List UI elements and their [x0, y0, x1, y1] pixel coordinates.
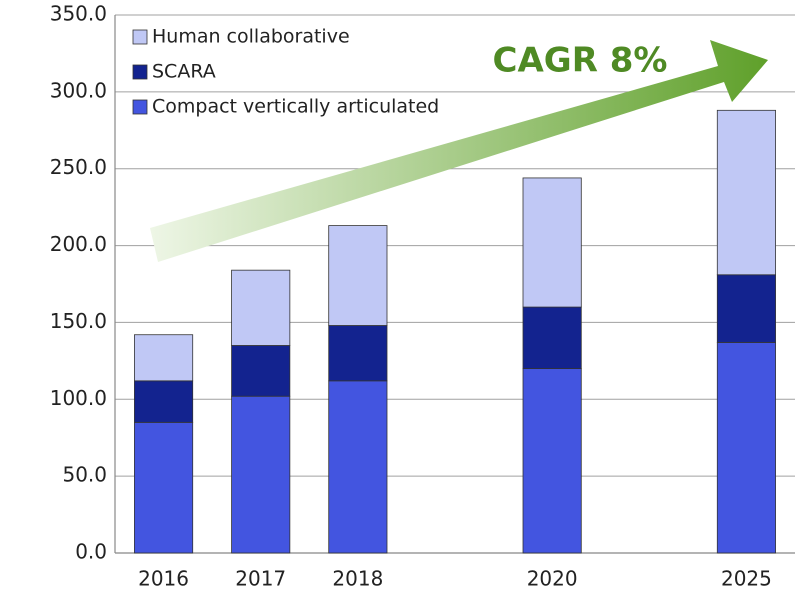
x-tick-label: 2025 — [721, 567, 772, 591]
legend-label: SCARA — [152, 61, 216, 83]
bar-segment — [716, 342, 776, 554]
legend-swatch — [132, 64, 148, 80]
x-tick-label: 2017 — [235, 567, 286, 591]
bar-segment — [522, 306, 582, 369]
legend-swatch — [132, 99, 148, 115]
bar-segment — [328, 225, 388, 326]
y-tick-label: 50.0 — [62, 463, 107, 487]
bar-segment — [231, 395, 291, 554]
bar-segment — [328, 380, 388, 554]
bar-segment — [522, 368, 582, 554]
annotation: CAGR 8% — [493, 41, 668, 81]
grid: 0.0 50.0 100.0 150.0 200.0 250.0 300.0 350.0 201… — [50, 2, 795, 591]
y-tick-label: 200.0 — [50, 232, 107, 256]
y-tick-label: 300.0 — [50, 78, 107, 102]
x-tick-label: 2020 — [527, 567, 578, 591]
y-tick-label: 250.0 — [50, 155, 107, 179]
x-tick-label: 2018 — [332, 567, 383, 591]
legend-label: Compact vertically articulated — [152, 96, 439, 118]
bar-segment — [716, 274, 776, 343]
legend: Human collaborative SCARA Compact vertical… — [132, 26, 439, 118]
bar-segment — [522, 177, 582, 308]
bar-segment — [231, 269, 291, 346]
growth-arrow — [150, 40, 768, 262]
bar-segment — [231, 345, 291, 397]
bar-segment — [134, 380, 194, 423]
bar-segment — [134, 334, 194, 382]
bar-segment — [134, 421, 194, 554]
bars — [134, 109, 776, 554]
y-tick-label: 350.0 — [50, 2, 107, 26]
y-tick-label: 0.0 — [75, 540, 107, 564]
bar-segment — [716, 109, 776, 276]
legend-swatch — [132, 29, 148, 45]
y-tick-label: 150.0 — [50, 309, 107, 333]
y-tick-label: 100.0 — [50, 386, 107, 410]
x-tick-label: 2016 — [138, 567, 189, 591]
legend-label: Human collaborative — [152, 26, 350, 48]
bar-segment — [328, 325, 388, 382]
